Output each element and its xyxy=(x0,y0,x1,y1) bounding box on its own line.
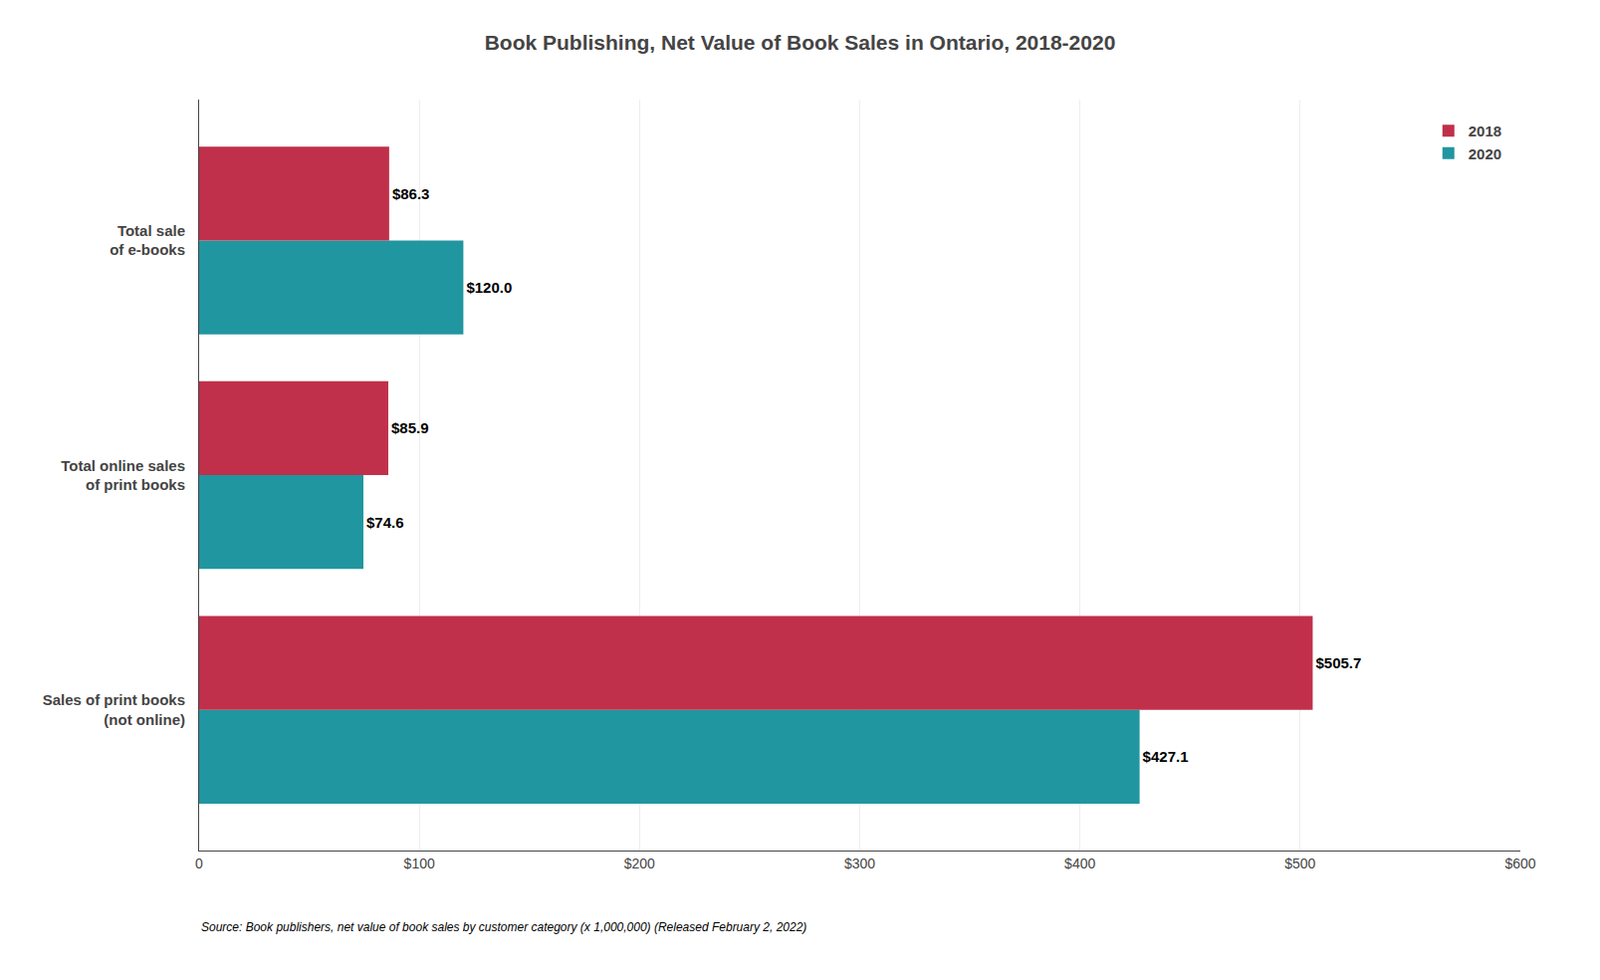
svg-text:$120.0: $120.0 xyxy=(465,278,512,296)
svg-text:$300: $300 xyxy=(844,855,876,872)
svg-text:2020: 2020 xyxy=(1468,145,1502,163)
svg-text:$400: $400 xyxy=(1064,855,1096,872)
svg-text:$427.1: $427.1 xyxy=(1142,747,1189,765)
svg-text:Total online salesof print boo: Total online salesof print books xyxy=(60,457,186,494)
svg-text:$74.6: $74.6 xyxy=(366,513,405,531)
svg-text:$505.7: $505.7 xyxy=(1315,654,1362,672)
svg-text:$500: $500 xyxy=(1284,855,1316,872)
svg-text:$86.3: $86.3 xyxy=(392,185,431,203)
svg-text:$85.9: $85.9 xyxy=(391,419,430,437)
svg-text:Sales of print books(not onlin: Sales of print books(not online) xyxy=(42,690,186,728)
svg-text:Source: Book publishers, net v: Source: Book publishers, net value of bo… xyxy=(201,919,807,934)
svg-text:$600: $600 xyxy=(1504,855,1536,872)
svg-text:2018: 2018 xyxy=(1468,122,1502,140)
svg-text:Total saleof e-books: Total saleof e-books xyxy=(109,222,186,259)
svg-text:$200: $200 xyxy=(624,855,656,872)
svg-text:Book Publishing, Net Value of: Book Publishing, Net Value of Book Sales… xyxy=(484,30,1117,54)
svg-text:$100: $100 xyxy=(404,855,436,872)
svg-text:0: 0 xyxy=(195,855,204,872)
